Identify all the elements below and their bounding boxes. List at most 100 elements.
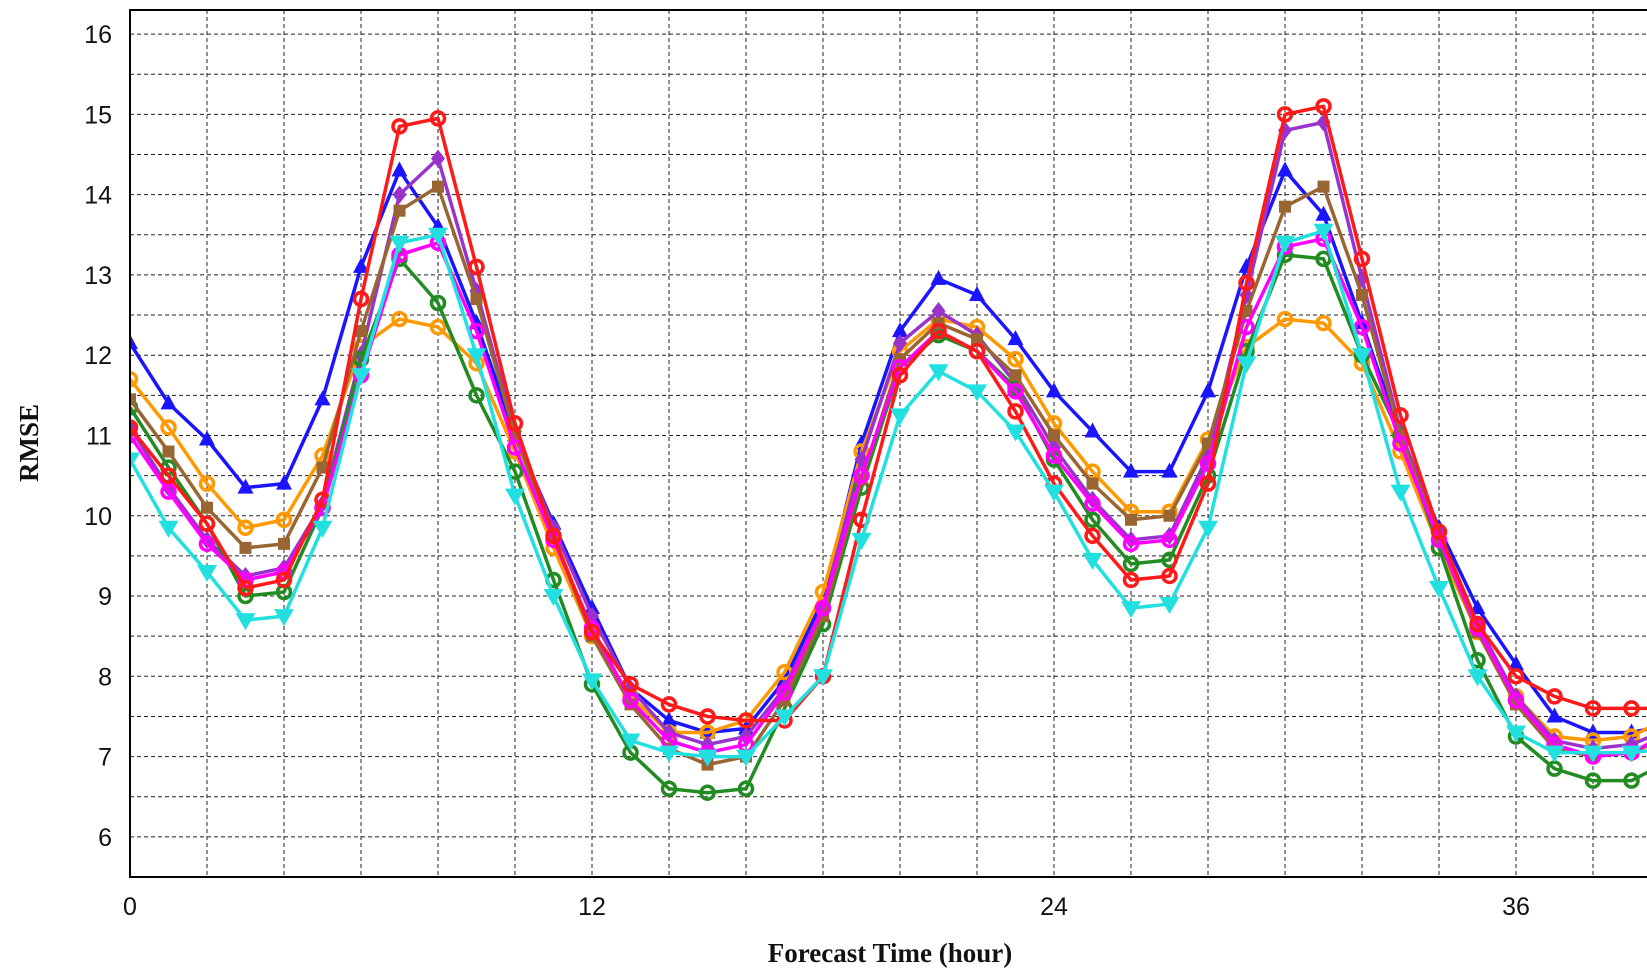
data-point xyxy=(774,709,795,727)
data-point xyxy=(1546,707,1563,723)
x-tick-label: 12 xyxy=(578,893,606,921)
data-point xyxy=(1161,567,1178,585)
y-tick-label: 12 xyxy=(84,342,112,370)
data-point xyxy=(235,613,256,631)
data-point xyxy=(1469,615,1486,633)
data-point xyxy=(1623,700,1640,717)
x-tick-label: 24 xyxy=(1040,893,1068,921)
y-tick-label: 13 xyxy=(84,262,112,290)
data-point xyxy=(813,669,833,687)
data-point xyxy=(1007,350,1024,368)
data-point xyxy=(1277,161,1293,177)
series-line xyxy=(130,184,1647,767)
data-point xyxy=(1161,462,1178,478)
data-point xyxy=(197,564,217,582)
data-point xyxy=(1122,555,1140,573)
data-point xyxy=(505,488,525,506)
data-point xyxy=(1356,288,1368,301)
data-point xyxy=(1121,601,1141,619)
data-point xyxy=(660,780,678,797)
data-point xyxy=(1086,477,1099,490)
data-point xyxy=(543,589,564,607)
data-point xyxy=(1161,531,1178,549)
data-point xyxy=(660,696,678,713)
data-point xyxy=(1082,552,1103,570)
data-point xyxy=(316,461,329,474)
data-point xyxy=(1583,745,1603,763)
data-point xyxy=(1353,250,1371,268)
data-point xyxy=(158,520,179,538)
data-point xyxy=(506,415,524,432)
data-point xyxy=(928,364,949,382)
data-point xyxy=(1198,520,1218,538)
data-point xyxy=(893,334,907,353)
data-point xyxy=(1315,250,1332,268)
data-point xyxy=(891,367,909,384)
data-point xyxy=(620,733,641,751)
data-point xyxy=(275,571,293,589)
data-point xyxy=(237,478,254,494)
y-tick-label: 16 xyxy=(84,21,112,49)
data-point xyxy=(199,430,215,446)
data-point xyxy=(583,623,601,641)
grid-lines xyxy=(130,10,1647,877)
series-8 xyxy=(130,223,1647,767)
data-point xyxy=(1353,318,1371,336)
data-point xyxy=(1084,422,1101,438)
data-point xyxy=(1279,200,1291,213)
data-point xyxy=(851,532,872,550)
data-point xyxy=(1163,509,1176,522)
data-point xyxy=(622,676,639,693)
data-point xyxy=(274,609,294,627)
y-tick-label: 8 xyxy=(98,663,112,691)
data-point xyxy=(391,118,408,135)
y-axis-label: RMSE xyxy=(14,404,44,482)
data-point xyxy=(201,501,213,514)
data-point xyxy=(429,110,447,127)
data-point xyxy=(466,348,487,366)
data-point xyxy=(130,334,138,350)
data-point xyxy=(431,149,445,168)
data-point xyxy=(130,371,139,388)
data-point xyxy=(737,712,755,729)
data-point xyxy=(1009,369,1022,382)
series-4 xyxy=(130,246,1647,801)
data-point xyxy=(1392,435,1409,452)
data-point xyxy=(468,258,485,276)
data-point xyxy=(622,692,639,709)
x-axis-label: Forecast Time (hour) xyxy=(768,938,1012,968)
data-point xyxy=(968,342,986,360)
data-point xyxy=(1084,527,1101,545)
data-point xyxy=(130,393,136,406)
data-point xyxy=(661,711,677,727)
data-point xyxy=(1315,98,1332,115)
y-tick-label: 11 xyxy=(86,422,112,450)
x-tick-label: 0 xyxy=(123,893,137,921)
data-point xyxy=(1007,330,1024,346)
data-point xyxy=(697,749,718,767)
data-point xyxy=(892,322,908,338)
data-point xyxy=(930,269,947,285)
data-point xyxy=(1544,745,1565,763)
data-point xyxy=(198,475,216,492)
series-line xyxy=(130,317,1647,743)
data-point xyxy=(1429,581,1449,598)
data-point xyxy=(736,749,756,767)
data-point xyxy=(1084,495,1101,512)
data-point xyxy=(659,745,679,763)
data-point xyxy=(890,408,910,426)
y-tick-label: 6 xyxy=(98,824,112,852)
series-line xyxy=(130,253,1647,795)
data-point xyxy=(470,293,483,305)
data-point xyxy=(200,530,214,549)
series-line xyxy=(130,120,1647,751)
data-point xyxy=(1007,403,1024,420)
data-point xyxy=(1506,725,1526,743)
data-point xyxy=(1352,348,1372,366)
data-point xyxy=(1085,490,1100,509)
data-point xyxy=(545,527,562,545)
series-line xyxy=(130,229,1647,759)
data-point xyxy=(1238,274,1255,292)
data-point xyxy=(1048,429,1060,442)
data-point xyxy=(737,780,755,797)
